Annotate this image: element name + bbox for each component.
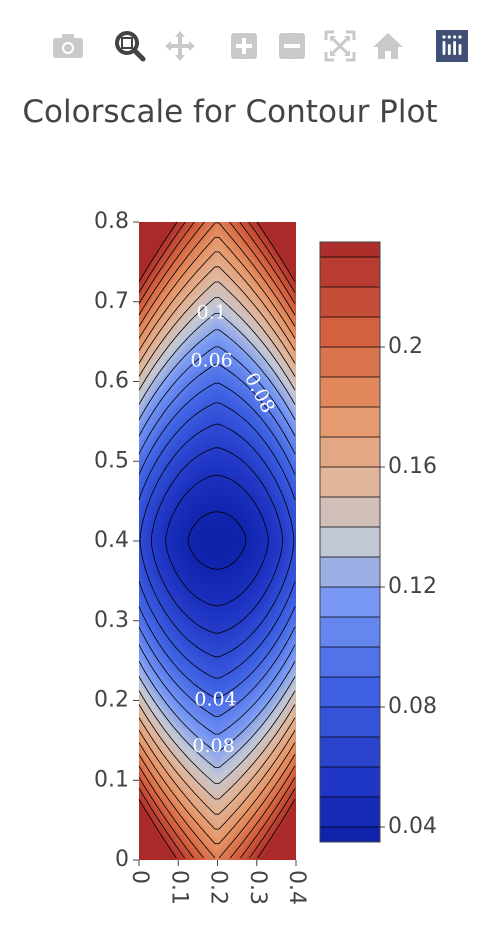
- contour-label: 0.04: [194, 689, 236, 711]
- y-tick-label: 0.1: [94, 767, 129, 792]
- y-tick-label: 0.6: [94, 369, 129, 394]
- colorbar-band: [320, 347, 380, 377]
- colorbar-tick-label: 0.16: [388, 454, 437, 479]
- axes: 0 0.1 0.2 0.3 0.4 0.5 0.6 0.7 0.8 0 0.1 0.2 0.3 0.4: [94, 209, 309, 905]
- colorbar-tick-label: 0.04: [388, 814, 437, 839]
- contour-line-0.11: [138, 346, 296, 735]
- contour-line-0.14: [138, 297, 296, 784]
- colorbar-band: [320, 827, 380, 842]
- contour-line-0.06: [151, 447, 283, 634]
- colorbar-band: [320, 407, 380, 437]
- colorbar-tick-label: 0.2: [388, 334, 423, 359]
- contour-line-0.05: [165, 474, 269, 607]
- colorbar-tick-label: 0.08: [388, 694, 437, 719]
- camera-icon[interactable]: [50, 28, 86, 64]
- y-tick-label: 0.8: [94, 209, 129, 234]
- colorbar-band: [320, 242, 380, 257]
- y-tick-label: 0.7: [94, 289, 129, 314]
- colorbar[interactable]: 0.04 0.08 0.12 0.16 0.2: [319, 241, 437, 843]
- home-icon[interactable]: [370, 28, 406, 64]
- x-tick-label: 0: [127, 870, 152, 884]
- contour-line-0.23: [138, 221, 296, 859]
- contour-line-0.1: [138, 364, 296, 717]
- colorbar-band: [320, 287, 380, 317]
- colorbar-band: [320, 557, 380, 587]
- colorbar-band: [320, 617, 380, 647]
- colorbar-band: [320, 497, 380, 527]
- y-tick-label: 0.4: [94, 528, 129, 553]
- pan-icon[interactable]: [162, 28, 198, 64]
- contour-line-0.04: [187, 511, 247, 570]
- contour-heatmap[interactable]: [139, 222, 296, 860]
- contour-line-0.19: [138, 222, 296, 859]
- colorbar-band: [320, 647, 380, 677]
- contour-chart: Colorscale for Contour Plot 0.10.060.080…: [22, 94, 437, 905]
- zoom-in-icon[interactable]: [226, 28, 262, 64]
- colorbar-band: [320, 527, 380, 557]
- y-tick-label: 0.5: [94, 448, 129, 473]
- y-tick-label: 0.3: [94, 608, 129, 633]
- contour-line-0.22: [138, 221, 296, 859]
- autoscale-icon[interactable]: [322, 28, 358, 64]
- contour-line-0.13: [138, 313, 296, 768]
- colorbar-band: [320, 587, 380, 617]
- contour-line-0.09: [138, 382, 296, 699]
- y-tick-label: 0: [115, 847, 129, 872]
- contour-label: 0.1: [197, 302, 227, 324]
- modebar: [0, 0, 502, 80]
- plotly-logo-icon[interactable]: [434, 28, 470, 64]
- contour-label: 0.08: [192, 735, 234, 757]
- contour-line-0.18: [138, 236, 296, 845]
- colorbar-band: [320, 707, 380, 737]
- x-tick-label: 0.4: [284, 870, 309, 905]
- plot-area[interactable]: [138, 221, 296, 860]
- colorbar-outline: [319, 241, 381, 843]
- contour-line-0.21: [138, 221, 296, 859]
- contour-line-0.15: [138, 281, 296, 800]
- contour-line-0.08: [138, 402, 296, 679]
- contour-line-0.12: [138, 329, 296, 752]
- colorbar-tick-label: 0.12: [388, 574, 437, 599]
- colorbar-band: [320, 797, 380, 827]
- colorbar-band: [320, 257, 380, 287]
- colorbar-band: [320, 317, 380, 347]
- zoom-icon[interactable]: [112, 28, 148, 64]
- colorbar-band: [320, 377, 380, 407]
- zoom-out-icon[interactable]: [274, 28, 310, 64]
- y-tick-label: 0.2: [94, 688, 129, 713]
- chart-title: Colorscale for Contour Plot: [22, 94, 437, 130]
- colorbar-band: [320, 467, 380, 497]
- colorbar-band: [320, 737, 380, 767]
- colorbar-band: [320, 437, 380, 467]
- contour-line-0.07: [139, 423, 295, 658]
- colorbar-band: [320, 767, 380, 797]
- colorbar-band: [320, 677, 380, 707]
- x-tick-label: 0.2: [206, 870, 231, 905]
- contour-line-0.16: [138, 266, 296, 815]
- x-tick-label: 0.3: [245, 870, 270, 905]
- contour-line-0.17: [138, 251, 296, 830]
- x-tick-label: 0.1: [166, 870, 191, 905]
- contour-label: 0.06: [190, 350, 232, 372]
- contour-line-0.2: [138, 221, 296, 859]
